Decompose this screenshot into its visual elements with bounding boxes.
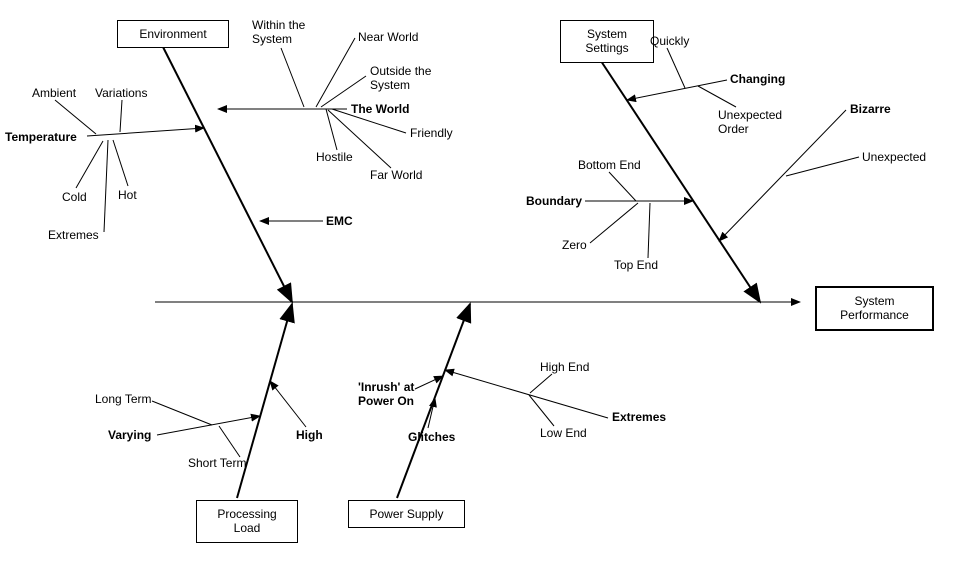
edge-varying — [157, 416, 260, 435]
label-far-world: Far World — [370, 168, 422, 182]
edge-unexpected — [786, 157, 859, 176]
bone-environment — [163, 47, 292, 302]
label-glitches: Glitches — [408, 430, 455, 444]
label-extremes-ps: Extremes — [612, 410, 666, 424]
label-zero: Zero — [562, 238, 587, 252]
category-box-power-supply: Power Supply — [348, 500, 465, 528]
edge-variations — [120, 100, 122, 132]
label-friendly: Friendly — [410, 126, 453, 140]
label-bizarre: Bizarre — [850, 102, 891, 116]
label-quickly: Quickly — [650, 34, 689, 48]
label-high-end: High End — [540, 360, 589, 374]
label-cold: Cold — [62, 190, 87, 204]
label-extremes-env: Extremes — [48, 228, 99, 242]
category-box-environment: Environment — [117, 20, 229, 48]
edge-within-system — [281, 48, 304, 107]
edge-high-end — [530, 374, 552, 393]
edge-short-term — [219, 426, 240, 457]
label-the-world: The World — [351, 102, 409, 116]
label-bottom-end: Bottom End — [578, 158, 641, 172]
edge-extremes-ps — [445, 370, 608, 418]
label-hot: Hot — [118, 188, 137, 202]
edge-ambient — [55, 100, 96, 134]
edge-extremes-env — [104, 140, 108, 232]
head-box: SystemPerformance — [815, 286, 934, 331]
label-ambient: Ambient — [32, 86, 76, 100]
edge-hostile — [326, 109, 337, 150]
label-unexpected: Unexpected — [862, 150, 926, 164]
edge-zero — [590, 203, 638, 243]
edge-unexpected-order — [698, 86, 736, 107]
edge-high — [270, 381, 306, 427]
label-hostile: Hostile — [316, 150, 353, 164]
label-outside-system: Outside theSystem — [370, 64, 431, 92]
edge-top-end — [648, 203, 650, 258]
edge-temperature — [87, 128, 204, 136]
label-low-end: Low End — [540, 426, 587, 440]
label-top-end: Top End — [614, 258, 658, 272]
edge-quickly — [667, 48, 685, 88]
label-variations: Variations — [95, 86, 147, 100]
label-boundary: Boundary — [526, 194, 582, 208]
edge-hot — [113, 140, 128, 186]
label-inrush: 'Inrush' atPower On — [358, 380, 414, 408]
category-box-system-settings: SystemSettings — [560, 20, 654, 63]
category-box-processing-load: ProcessingLoad — [196, 500, 298, 543]
label-emc: EMC — [326, 214, 353, 228]
label-unexpected-order: UnexpectedOrder — [718, 108, 782, 136]
label-within-system: Within theSystem — [252, 18, 305, 46]
label-high: High — [296, 428, 323, 442]
label-long-term: Long Term — [95, 392, 151, 406]
label-temperature: Temperature — [5, 130, 77, 144]
edge-changing — [627, 80, 727, 100]
edge-cold — [76, 141, 103, 188]
edge-bottom-end — [609, 172, 636, 201]
edge-long-term — [152, 401, 212, 425]
label-near-world: Near World — [358, 30, 418, 44]
edge-low-end — [529, 395, 554, 426]
label-varying: Varying — [108, 428, 151, 442]
label-short-term: Short Term — [188, 456, 246, 470]
label-changing: Changing — [730, 72, 785, 86]
